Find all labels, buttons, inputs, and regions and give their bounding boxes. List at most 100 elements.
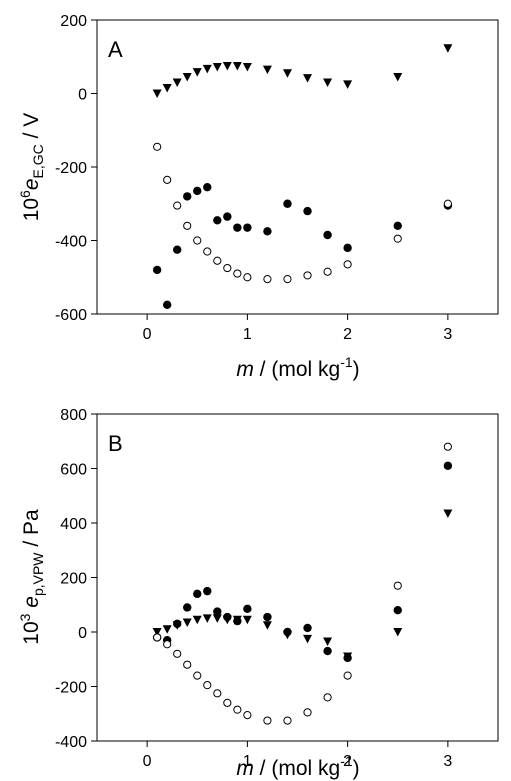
panel-b-open-circle-point <box>223 698 232 707</box>
panel-b-triangle-point <box>182 618 192 627</box>
panel-b-y-tick-label: 0 <box>78 625 87 642</box>
panel-a-triangle-point <box>182 72 192 82</box>
panel-a-filled-circle-point <box>263 227 272 236</box>
panel-a-open-circle-point <box>283 274 292 284</box>
panel-a-open-circle-point <box>203 247 212 256</box>
panel-a-y-tick-label: -600 <box>55 307 87 324</box>
panel-b-letter: B <box>108 431 123 456</box>
panel-b-chart: -400 -200 0 200 400 600 800 0 1 2 3 B 103 ep,VPW … <box>17 407 499 780</box>
panel-b-triangle-point <box>202 614 212 623</box>
panel-a-y-tick-label: 200 <box>60 13 87 30</box>
panel-a-x-tick-label: 1 <box>243 326 252 343</box>
panel-a-triangle-point <box>443 44 453 53</box>
panel-b-y-ticks: -400 -200 0 200 400 600 800 <box>55 407 97 751</box>
panel-a-triangle-point <box>192 68 202 77</box>
panel-a-open-circle-point <box>323 267 332 276</box>
panel-b-filled-circle-point <box>263 612 272 622</box>
panel-a-data-points <box>152 44 453 310</box>
panel-b-triangle-point <box>443 509 453 518</box>
panel-a-y-ticks: -600 -400 -200 0 200 <box>55 13 97 324</box>
panel-a-filled-circle-point <box>183 192 192 201</box>
panel-b-open-circle-point <box>323 693 332 702</box>
panel-b-filled-circle-point <box>203 586 212 596</box>
panel-b-filled-circle-point <box>323 646 332 656</box>
panel-b-open-circle-point <box>283 716 292 725</box>
panel-b-open-circle-point <box>303 708 312 717</box>
panel-a-triangle-point <box>242 63 252 72</box>
panel-b-filled-circle-point <box>283 627 292 637</box>
panel-a-triangle-point <box>232 61 242 71</box>
panel-b-x-ticks: 0 1 2 3 <box>143 741 452 770</box>
panel-a-open-circle-point <box>153 142 162 151</box>
panel-b-open-circle-point <box>173 649 182 658</box>
panel-a-filled-circle-point <box>393 221 402 230</box>
panel-a-filled-circle-point <box>203 183 212 192</box>
panel-a-open-circle-point <box>173 201 182 210</box>
panel-b-x-axis-label: m / (mol kg-1) <box>236 753 359 780</box>
panel-b-y-axis-label: 103 ep,VPW / Pa <box>17 509 46 645</box>
panel-a-x-ticks: 0 1 2 3 <box>143 314 452 343</box>
panel-b-open-circle-point <box>393 581 402 590</box>
panel-a-filled-circle-point <box>343 243 352 253</box>
panel-b-x-tick-label: 1 <box>243 753 252 770</box>
panel-b-open-circle-point <box>203 681 212 690</box>
panel-b-filled-circle-point <box>343 653 352 663</box>
panel-b-filled-circle-point <box>233 616 242 626</box>
panel-a-triangle-point <box>172 78 182 87</box>
panel-a-open-circle-point <box>213 256 222 265</box>
panel-a-filled-circle-point <box>303 206 312 216</box>
panel-b-filled-circle-point <box>393 606 402 615</box>
panel-a-open-circle-point <box>343 260 352 269</box>
panel-b-open-circle-point <box>233 705 242 714</box>
panel-a-filled-circle-point <box>223 212 232 221</box>
panel-b-filled-circle-point <box>193 589 202 599</box>
panel-a-filled-circle-point <box>233 223 242 232</box>
panel-a-y-tick-label: 0 <box>78 87 87 104</box>
panel-a-letter: A <box>108 37 123 62</box>
panel-a-triangle-point <box>323 78 333 87</box>
panel-a-open-circle-point <box>243 273 252 282</box>
panel-b-triangle-point <box>323 637 333 647</box>
panel-b-open-circle-point <box>153 633 162 642</box>
panel-b-triangle-point <box>152 628 162 637</box>
panel-a-open-circle-point <box>263 274 272 284</box>
panel-b-filled-circle-point <box>173 619 182 629</box>
panel-b-open-circle-point <box>243 711 252 720</box>
panel-a-filled-circle-point <box>213 216 222 225</box>
panel-b-y-tick-label: -200 <box>55 680 87 697</box>
panel-a-x-tick-label: 3 <box>443 326 452 343</box>
panel-b-plot-frame <box>96 413 499 742</box>
panel-b-filled-circle-point <box>183 603 192 612</box>
panel-a-filled-circle-point <box>193 186 202 196</box>
panel-b-open-circle-point <box>343 671 352 680</box>
panel-a-open-circle-point <box>233 269 242 278</box>
panel-b-triangle-point <box>212 614 222 623</box>
panel-a-open-circle-point <box>393 234 402 243</box>
panel-a-filled-circle-point <box>162 300 172 310</box>
panel-b-filled-circle-point <box>223 612 232 622</box>
panel-b-y-tick-label: 200 <box>60 571 87 588</box>
panel-b-triangle-point <box>303 634 313 644</box>
panel-b-y-tick-label: 800 <box>60 407 87 424</box>
panel-a-y-tick-label: -400 <box>55 234 87 251</box>
panel-a-triangle-point <box>152 89 162 98</box>
panel-b-open-circle-point <box>193 671 202 680</box>
panel-b-open-circle-point <box>163 640 172 649</box>
panel-a-open-circle-point <box>443 199 452 208</box>
panel-b-filled-circle-point <box>303 623 312 633</box>
panel-b-filled-circle-point <box>443 461 453 470</box>
panel-b-x-tick-label: 0 <box>143 753 152 770</box>
panel-a-triangle-point <box>212 63 222 72</box>
panel-a-triangle-point <box>282 69 292 78</box>
panel-a-open-circle-point <box>183 221 192 230</box>
panel-b-y-tick-label: 400 <box>60 516 87 533</box>
panel-a-filled-circle-point <box>283 199 292 208</box>
panel-a-open-circle-point <box>193 236 202 245</box>
panel-b-triangle-point <box>162 625 172 634</box>
panel-a-open-circle-point <box>303 271 312 280</box>
panel-b-open-circle-point <box>183 660 192 669</box>
panel-a-x-tick-label: 2 <box>343 326 352 343</box>
panel-b-data-points <box>152 442 453 725</box>
panel-b-y-tick-label: -400 <box>55 734 87 751</box>
panel-a-open-circle-point <box>223 263 232 273</box>
